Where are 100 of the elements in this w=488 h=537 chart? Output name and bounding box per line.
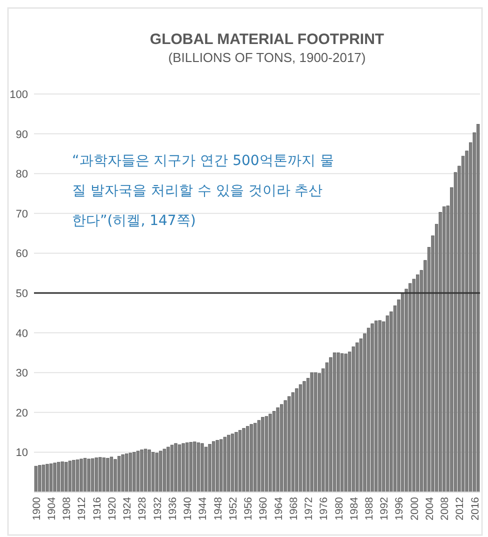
bar [238,430,242,492]
annotation: “과학자들은 지구가 연간 500억톤까지 물질 발자국을 처리할 수 있을 것이라 추산한다”(히켈, 147쪽) [72,152,334,231]
bar [332,352,336,492]
bar [159,450,162,492]
bar [186,442,189,492]
bar [366,328,370,492]
bar [254,422,257,492]
bar [234,432,238,492]
bar [280,404,284,492]
y-tick-label: 30 [16,368,28,380]
x-tick-label: 2000 [408,496,421,520]
bar [264,416,268,492]
bar [128,452,132,492]
x-tick-label: 2016 [469,496,482,520]
y-tick-label: 50 [16,288,28,300]
bar [38,465,42,492]
bar [98,457,102,492]
x-tick-label: 1956 [242,496,255,520]
bar [400,292,404,492]
x-tick-label: 2008 [439,496,452,520]
bar [178,444,182,492]
x-tick-label: 1948 [212,496,224,520]
bar [261,416,264,492]
x-tick-label: 1928 [136,496,149,520]
bar [250,424,253,492]
bar [212,441,216,492]
bar [302,381,306,492]
bar [476,124,480,492]
bar [204,446,208,492]
bar [276,407,280,492]
bar [174,443,178,492]
bar [64,462,68,492]
bar [76,460,80,492]
bar [53,462,56,492]
bar [170,444,174,492]
x-tick-label: 1944 [197,496,210,520]
x-tick-label: 2004 [424,496,436,520]
bar [46,464,49,492]
bar [136,450,140,492]
bar [246,426,250,492]
x-tick-label: 1960 [258,496,270,520]
bar [230,434,234,492]
bar [189,442,192,492]
x-tick-label: 1920 [106,496,118,520]
bar [72,460,76,492]
bar [166,446,170,492]
x-tick-label: 1968 [288,496,300,520]
x-tick-label: 1984 [348,496,360,520]
bar [336,352,340,492]
bar [114,459,117,492]
x-tick-label: 1964 [272,496,285,520]
bar [196,442,200,492]
x-tick-label: 1996 [394,496,406,520]
x-tick-label: 1908 [61,496,74,520]
bar [140,450,144,492]
chart-subtitle: (BILLIONS OF TONS, 1900-2017) [168,50,366,65]
bar [310,372,314,492]
bar [242,428,246,492]
bar [216,440,219,492]
bar [34,466,38,492]
x-tick-label: 1940 [182,496,194,520]
x-tick-label: 2012 [454,496,466,520]
y-tick-label: 80 [16,168,28,181]
y-tick-label: 70 [16,208,28,220]
bar [288,396,291,492]
bar [344,354,348,492]
bar [314,372,318,492]
x-tick-label: 1916 [91,496,104,520]
x-tick-label: 1936 [166,496,179,520]
bar [68,460,72,492]
bar [223,436,226,492]
bar [60,462,64,492]
y-tick-label: 100 [10,89,28,101]
x-tick-label: 1900 [30,496,43,520]
x-tick-label: 1924 [122,496,134,520]
bar [57,462,60,492]
bar [370,323,374,492]
bar [42,464,46,492]
y-tick-label: 40 [16,328,28,340]
bar [117,456,121,492]
bar [91,458,94,492]
bar [125,454,128,492]
bar [83,458,87,492]
bar [374,320,378,492]
bar [227,434,230,492]
bar [412,278,416,492]
bar [298,384,302,492]
bar [80,458,83,492]
bar [257,420,260,492]
bar [144,448,148,492]
x-tick-label: 1904 [46,496,58,520]
bar [49,464,53,492]
bar [94,458,98,492]
bar [416,274,420,492]
x-tick-label: 1912 [76,496,88,520]
bar [193,442,196,492]
bar [442,206,446,492]
x-tick-label: 1932 [152,496,164,520]
chart-title: GLOBAL MATERIAL FOOTPRINT [150,31,384,48]
bar [356,342,359,492]
